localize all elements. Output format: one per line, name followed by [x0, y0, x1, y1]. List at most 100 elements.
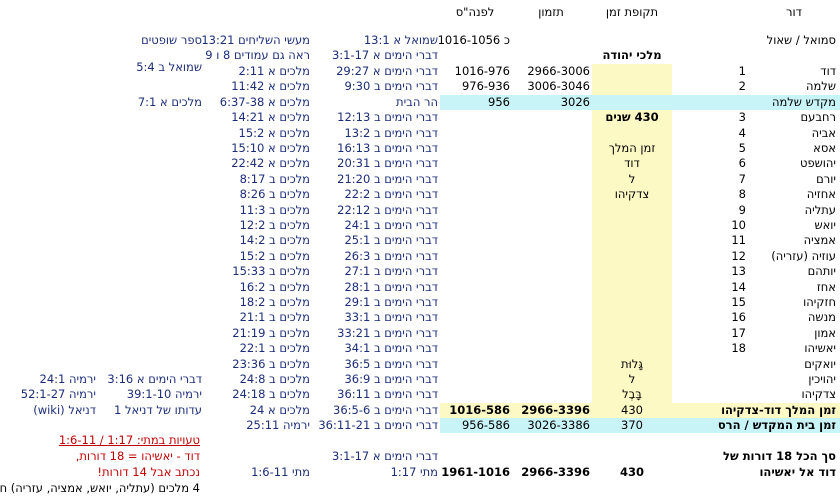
- cell-a: יואקים: [804, 356, 836, 371]
- cell-e: 1961-1016: [441, 465, 510, 479]
- cell-g: מלכים א 24: [249, 402, 310, 417]
- cell-f: דברי הימים ב 36:9: [344, 372, 438, 386]
- cell-b: 4: [738, 125, 746, 140]
- cell-c: 430: [619, 465, 644, 479]
- cell-c: זמן המלך: [608, 141, 656, 155]
- cell-c: דוד: [624, 156, 640, 171]
- yellow-row: [440, 403, 840, 418]
- cell-a: חזקיהו: [803, 295, 836, 309]
- cell-g: מלכים ב 18:2: [239, 295, 310, 309]
- cell-e: 1016-976: [454, 64, 510, 78]
- cell-g: מלכים א 14:21: [231, 110, 310, 125]
- cyan-row: [440, 95, 840, 110]
- cell-c: 430: [621, 402, 643, 417]
- cell-a: יהושפט: [799, 156, 836, 171]
- cell-a: אחז: [816, 279, 836, 294]
- cell-g: מלכים ב 21:1: [239, 310, 310, 325]
- cell-f: דברי הימים ב 22:12: [337, 202, 438, 217]
- cell-b: 9: [738, 202, 746, 217]
- cell-a: אמון: [814, 325, 836, 340]
- cell-f: מתי 1:17: [390, 465, 438, 479]
- cell-e: לפנה"ס: [455, 5, 495, 19]
- cell-f: דברי הימים ב 22:2: [344, 187, 438, 202]
- cell-i: דוד - יאשיהו = 18 דורות,: [75, 449, 200, 463]
- cell-h: עדותו של דניאל 1: [114, 402, 202, 417]
- cell-f: דברי הימים ב 36:11: [337, 387, 438, 402]
- cell-b: 13: [731, 264, 746, 279]
- cell-g: מלכים א 22:42: [231, 156, 310, 171]
- cell-a: מנשה: [807, 310, 836, 325]
- cell-g: מלכים א 15:10: [231, 141, 310, 155]
- cell-e: 956-586: [461, 418, 510, 433]
- cell-a: אסא: [813, 141, 836, 155]
- cell-g: מלכים ב 16:2: [239, 279, 310, 294]
- cell-b: 6: [738, 156, 746, 171]
- cell-i: נכתב אבל 14 דורות!: [97, 465, 200, 479]
- cell-b: 15: [731, 295, 746, 309]
- cell-c: ל: [628, 171, 636, 186]
- cell-d: 3026: [560, 94, 590, 109]
- cell-a: עתליה: [804, 202, 836, 217]
- cell-f: דברי הימים ב 36:11-21: [318, 418, 438, 433]
- cell-a: דוד: [820, 64, 836, 78]
- cell-d: 2966-3006: [527, 64, 590, 78]
- cell-e: 956: [488, 94, 510, 109]
- cell-b: 14: [731, 279, 746, 294]
- cell-d: 3026-3386: [527, 418, 590, 433]
- cell-a: אמציה: [803, 233, 836, 248]
- cell-i: 4 מלכים (עתליה, יואש, אמציה, עזריה) חסרי…: [0, 481, 200, 495]
- cell-a: רחבעם: [800, 110, 836, 125]
- cell-b: 12: [731, 248, 746, 263]
- cell-f: דברי הימים ב 36:5: [344, 356, 438, 371]
- cell-h: ספר שופטים: [141, 33, 202, 47]
- cell-g: מלכים א 11:42: [231, 79, 310, 94]
- cell-f: דברי הימים א 29:27: [336, 64, 438, 78]
- cell-g: מלכים ב 24:8: [239, 372, 310, 386]
- cell-b: 8: [738, 187, 746, 202]
- cell-h: דברי הימים א 3:16: [107, 372, 202, 386]
- cell-f: דברי הימים ב 21:20: [337, 171, 438, 186]
- cell-f: דברי הימים א 3:1-17: [331, 48, 438, 62]
- cell-f: דברי הימים א 3:1-17: [331, 449, 438, 463]
- cell-i: ירמיה 24:1: [39, 372, 96, 386]
- cell-b: 7: [738, 171, 746, 186]
- cell-g: מלכים ב 11:3: [239, 202, 310, 217]
- cell-a: יהויכין: [808, 372, 836, 386]
- cell-f: דברי הימים ב 13:2: [344, 125, 438, 140]
- cell-d: 2966-3396: [521, 465, 590, 479]
- yellow-column: [592, 64, 672, 417]
- cell-f: דברי הימים ב 27:1: [344, 264, 438, 279]
- cell-a: אחזיה: [806, 187, 836, 202]
- cell-c: גָּלוּת: [621, 356, 643, 371]
- cyan-row: [440, 418, 840, 433]
- cell-a: זמן המלך דוד-צדקיהו: [721, 402, 836, 417]
- cell-c: 430 שנים: [605, 110, 659, 125]
- cell-d: 2966-3396: [521, 402, 590, 417]
- cell-c: תקופת זמן: [605, 5, 659, 19]
- cell-f: דברי הימים ב 33:1: [344, 310, 438, 325]
- cell-g: ראה גם עמודים 8 ו 9: [205, 48, 310, 62]
- cell-h: שמואל ב 5:4: [136, 60, 202, 74]
- cell-g: מלכים ב 22:1: [239, 341, 310, 356]
- cell-f: דברי הימים ב 28:1: [344, 279, 438, 294]
- cell-d: תזמון: [538, 5, 564, 19]
- cell-f: דברי הימים ב 16:13: [337, 141, 438, 155]
- cell-a: יורם: [816, 171, 836, 186]
- cell-a: זמן בית המקדש / הרס: [717, 418, 836, 433]
- cell-e: 1016-586: [449, 402, 510, 417]
- cell-g: מלכים ב 14:2: [239, 233, 310, 248]
- cell-a: יותהם: [807, 264, 836, 279]
- cell-h: ירמיה 39:1-10: [126, 387, 202, 402]
- cell-a: דוד אל יאשיהו: [759, 465, 836, 479]
- cell-g: מלכים ב 23:36: [232, 356, 310, 371]
- cell-b: 10: [731, 218, 746, 232]
- cell-a: סך הכל 18 דורות של: [723, 449, 836, 463]
- cell-i: טעויות במתי: 1:17 / 1:6-11: [58, 433, 200, 447]
- cell-h: מלכים א 7:1: [137, 94, 202, 109]
- cell-g: מלכים ב 12:2: [239, 218, 310, 232]
- cell-a: אביה: [811, 125, 836, 140]
- cell-g: מלכים א 2:11: [238, 64, 310, 78]
- cell-b: 5: [738, 141, 746, 155]
- cell-f: דברי הימים ב 12:13: [337, 110, 438, 125]
- cell-b: 2: [738, 79, 746, 94]
